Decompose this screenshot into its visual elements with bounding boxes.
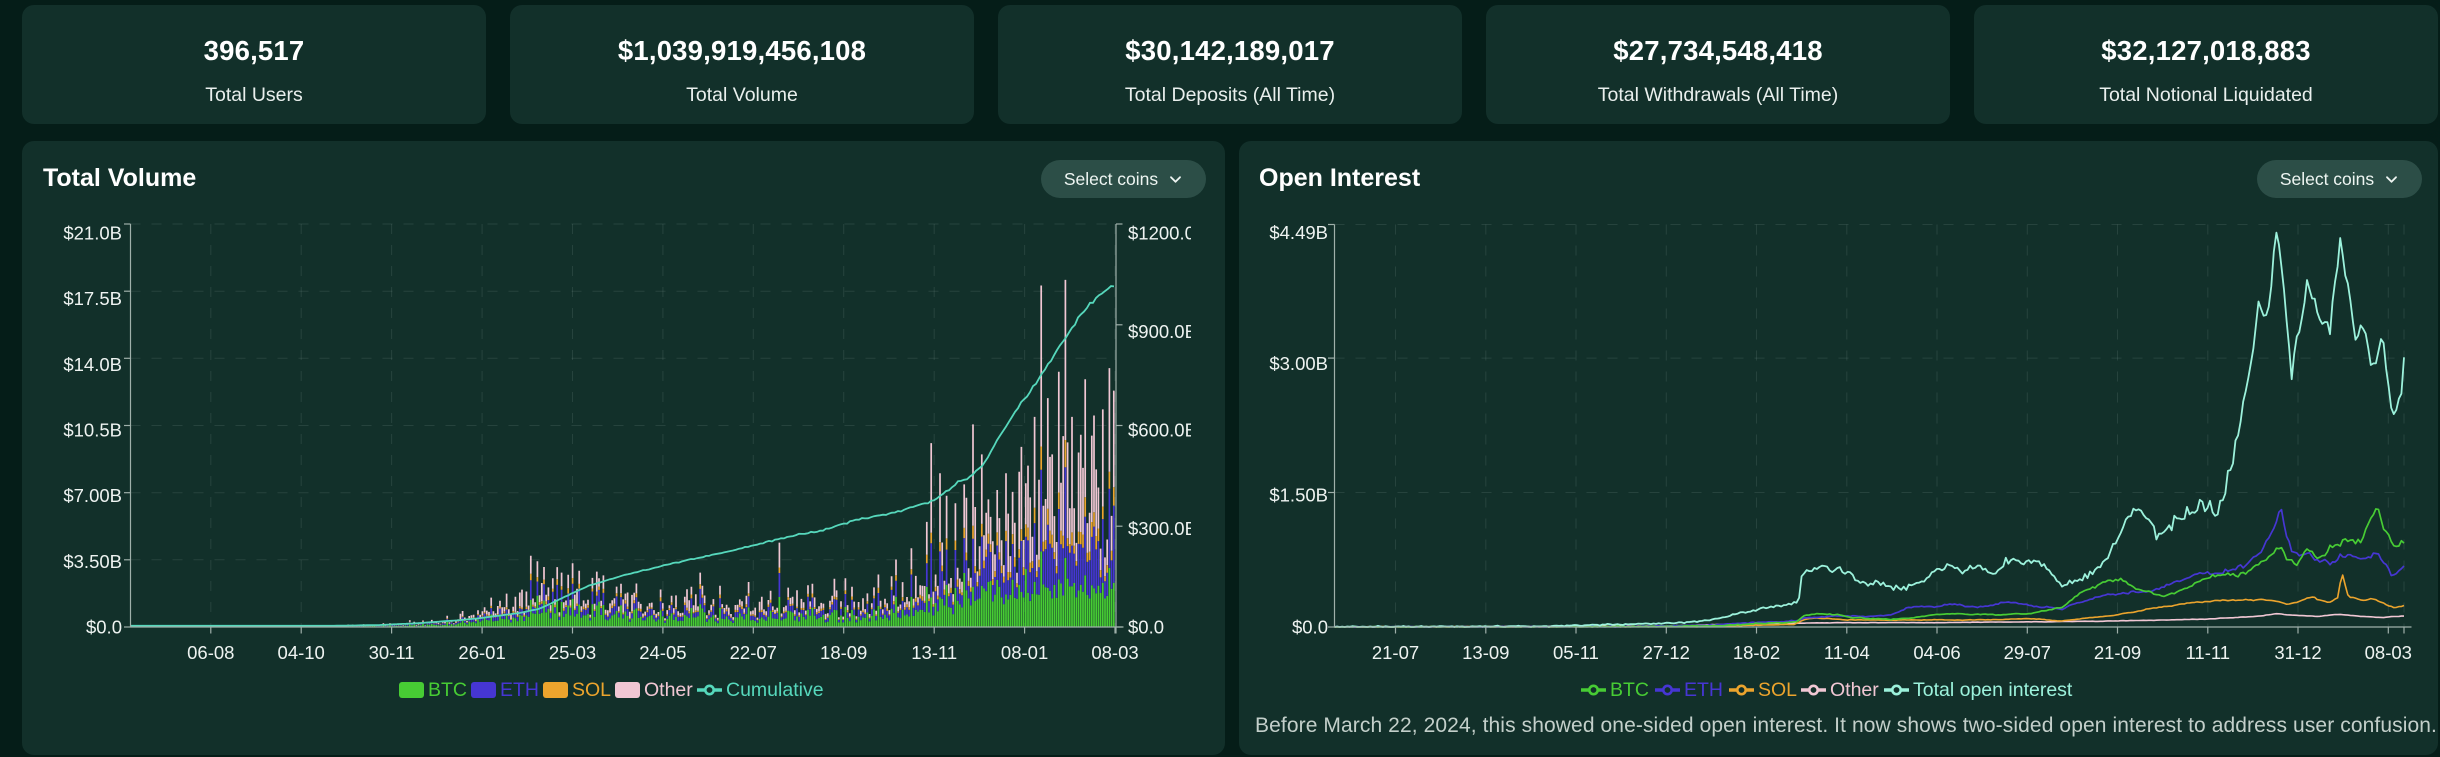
svg-text:Other: Other [644,679,693,701]
svg-text:08-03: 08-03 [1091,642,1138,663]
svg-text:$1200.0B: $1200.0B [1128,223,1207,244]
svg-text:25-03: 25-03 [549,642,596,663]
svg-text:$3.00B: $3.00B [1269,353,1328,374]
svg-text:27-12: 27-12 [1643,642,1690,663]
svg-text:13-11: 13-11 [911,642,957,663]
svg-text:26-01: 26-01 [458,642,505,663]
svg-text:31-12: 31-12 [2274,642,2321,663]
svg-text:$900.0B: $900.0B [1128,321,1197,342]
svg-text:Other: Other [1830,679,1879,701]
svg-text:13-09: 13-09 [1462,642,1509,663]
svg-text:$7.00B: $7.00B [63,485,122,506]
svg-text:$14.0B: $14.0B [63,354,122,375]
svg-text:04-10: 04-10 [278,642,325,663]
svg-text:18-09: 18-09 [820,642,867,663]
svg-text:11-11: 11-11 [2186,642,2231,663]
svg-text:22-07: 22-07 [730,642,777,663]
svg-text:24-05: 24-05 [639,642,686,663]
svg-text:$300.0B: $300.0B [1128,518,1197,539]
svg-text:ETH: ETH [1684,679,1723,701]
svg-text:$0.0: $0.0 [86,617,122,638]
svg-text:18-02: 18-02 [1733,642,1780,663]
svg-text:30-11: 30-11 [369,642,415,663]
svg-text:08-03: 08-03 [2365,642,2412,663]
svg-text:$0.0: $0.0 [1292,617,1328,638]
svg-text:Total open interest: Total open interest [1913,679,2073,701]
svg-text:21-07: 21-07 [1372,642,1419,663]
svg-text:$21.0B: $21.0B [63,223,122,244]
svg-text:ETH: ETH [500,679,539,701]
svg-text:$10.5B: $10.5B [63,420,122,441]
svg-text:$0.0: $0.0 [1128,617,1164,638]
svg-text:08-01: 08-01 [1001,642,1048,663]
svg-text:11-04: 11-04 [1824,642,1870,663]
svg-text:SOL: SOL [1758,679,1797,701]
svg-text:06-08: 06-08 [187,642,234,663]
svg-text:$1.50B: $1.50B [1269,485,1328,506]
svg-text:SOL: SOL [572,679,611,701]
svg-text:$17.5B: $17.5B [63,288,122,309]
svg-text:04-06: 04-06 [1913,642,1960,663]
svg-text:Cumulative: Cumulative [726,679,824,701]
svg-text:$3.50B: $3.50B [63,551,122,572]
svg-text:05-11: 05-11 [1553,642,1599,663]
svg-text:BTC: BTC [1610,679,1649,701]
svg-text:$4.49B: $4.49B [1269,222,1328,243]
svg-text:29-07: 29-07 [2004,642,2051,663]
svg-text:BTC: BTC [428,679,467,701]
svg-text:21-09: 21-09 [2094,642,2141,663]
svg-text:$600.0B: $600.0B [1128,420,1197,441]
